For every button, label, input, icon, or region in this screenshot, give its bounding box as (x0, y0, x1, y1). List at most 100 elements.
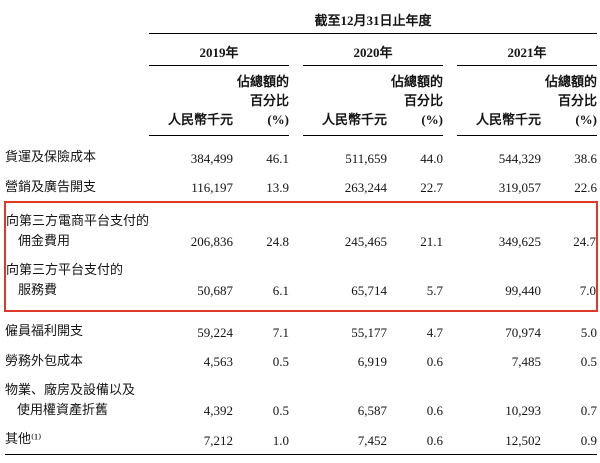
table-header: 截至12月31日止年度 2019年 2020年 2021年 人民幣千元 佔總額的… (5, 8, 598, 136)
pct-cell: 24.7 (573, 234, 597, 250)
table-row-employee-benefits: 僱員福利開支 59,224 7.1 55,177 4.7 70,974 5.0 (5, 311, 597, 346)
pct-cell: 0.5 (272, 403, 289, 419)
pct-cell: 5.0 (580, 324, 598, 340)
table-row-marketing-advertising: 營銷及廣告開支 116,197 13.9 263,244 22.7 319,05… (5, 172, 597, 203)
year-header-2019: 2019年 (149, 33, 289, 66)
pct-cell: 0.6 (426, 432, 443, 448)
column-gap (443, 34, 457, 66)
year-header-2021: 2021年 (457, 33, 598, 66)
column-gap (289, 375, 303, 424)
table-row-depreciation: 物業、廠房及設備以及 使用權資產折舊 4,392 0.5 6,587 0.6 1… (5, 375, 597, 424)
pct-cell: 22.6 (574, 180, 598, 196)
table-footer: 總計 833,610 100.0 1,162,217 100.0 1,413,7… (5, 453, 598, 463)
table-body-top: 貨運及保險成本 384,499 46.1 511,659 44.0 544,32… (5, 135, 597, 202)
amount-column-header: 人民幣千元 (457, 65, 541, 136)
row-label: 僱員福利開支 (5, 323, 84, 339)
column-gap (443, 135, 457, 172)
column-gap (443, 255, 457, 311)
pct-cell: 0.5 (272, 354, 289, 370)
row-label: 其他⁽¹⁾ (5, 431, 42, 447)
amount-cell: 4,563 (203, 354, 233, 370)
percent-column-header: 佔總額的 百分比(%) (387, 65, 443, 136)
total-row: 總計 833,610 100.0 1,162,217 100.0 1,413,7… (5, 453, 598, 463)
amount-cell: 59,224 (197, 324, 233, 340)
amount-cell: 70,974 (505, 324, 541, 340)
percent-column-header: 佔總額的 百分比(%) (233, 65, 289, 136)
year-header-2020: 2020年 (303, 33, 443, 66)
pct-cell: 5.7 (426, 283, 443, 299)
table-row-freight-insurance: 貨運及保險成本 384,499 46.1 511,659 44.0 544,32… (5, 135, 597, 172)
amount-cell: 206,836 (190, 234, 233, 250)
amount-cell: 50,687 (197, 283, 233, 299)
amount-cell: 349,625 (498, 234, 541, 250)
total-amount-cell: 1,413,705 (457, 453, 541, 463)
amount-cell: 55,177 (351, 324, 387, 340)
amount-cell: 245,465 (344, 234, 387, 250)
pct-cell: 7.1 (272, 324, 289, 340)
pct-cell: 44.0 (420, 150, 443, 166)
table-row-others: 其他⁽¹⁾ 7,212 1.0 7,452 0.6 12,502 0.9 (5, 424, 597, 454)
column-gap (289, 424, 303, 454)
period-header-row: 截至12月31日止年度 (5, 8, 598, 34)
cost-breakdown-table: 截至12月31日止年度 2019年 2020年 2021年 人民幣千元 佔總額的… (4, 8, 598, 463)
pct-cell: 0.6 (426, 354, 443, 370)
table-row-ecommerce-commission: 向第三方電商平台支付的 佣金費用 206,836 24.8 245,465 21… (5, 202, 597, 255)
column-gap (443, 202, 457, 255)
pct-cell: 7.0 (579, 283, 597, 299)
column-gap (289, 135, 303, 172)
amount-column-header: 人民幣千元 (303, 65, 387, 136)
amount-cell: 511,659 (345, 150, 387, 166)
amount-cell: 4,392 (203, 403, 233, 419)
amount-cell: 319,057 (498, 180, 541, 196)
column-gap (289, 34, 303, 66)
column-gap (443, 453, 457, 463)
pct-cell: 0.9 (580, 432, 598, 448)
amount-cell: 384,499 (190, 150, 233, 166)
column-gap (289, 453, 303, 463)
amount-cell: 6,919 (357, 354, 387, 370)
pct-cell: 0.5 (580, 354, 598, 370)
amount-cell: 12,502 (505, 432, 541, 448)
pct-cell: 0.6 (426, 403, 443, 419)
row-label: 貨運及保險成本 (5, 149, 97, 165)
column-gap (443, 311, 457, 346)
amount-cell: 7,212 (203, 432, 233, 448)
row-label: 向第三方電商平台支付的 佣金費用 (6, 213, 150, 248)
pct-cell: 4.7 (426, 324, 443, 340)
total-amount-cell: 833,610 (149, 453, 233, 463)
column-header-row: 人民幣千元 佔總額的 百分比(%) 人民幣千元 佔總額的 百分比(%) 人民幣千… (5, 65, 598, 136)
amount-cell: 116,197 (191, 180, 233, 196)
year-header-row: 2019年 2020年 2021年 (5, 33, 598, 66)
amount-cell: 10,293 (505, 403, 541, 419)
table-row-thirdparty-service-fee: 向第三方平台支付的 服務費 50,687 6.1 65,714 5.7 99,4… (5, 255, 597, 311)
column-gap (289, 311, 303, 346)
pct-cell: 6.1 (272, 283, 289, 299)
column-gap (443, 172, 457, 203)
amount-cell: 263,244 (344, 180, 387, 196)
row-label: 物業、廠房及設備以及 使用權資產折舊 (5, 382, 136, 417)
column-gap (443, 375, 457, 424)
amount-cell: 544,329 (498, 150, 541, 166)
period-header: 截至12月31日止年度 (149, 8, 598, 34)
total-pct-cell: 100.0 (233, 453, 289, 463)
amount-cell: 65,714 (351, 283, 387, 299)
table-body-bottom: 僱員福利開支 59,224 7.1 55,177 4.7 70,974 5.0 … (5, 311, 597, 454)
pct-cell: 46.1 (266, 150, 289, 166)
amount-column-header: 人民幣千元 (149, 65, 233, 136)
table-row-labor-outsourcing: 勞務外包成本 4,563 0.5 6,919 0.6 7,485 0.5 (5, 346, 597, 376)
row-label: 勞務外包成本 (5, 352, 84, 368)
pct-cell: 24.8 (266, 234, 289, 250)
pct-cell: 21.1 (420, 234, 443, 250)
row-label: 營銷及廣告開支 (5, 178, 97, 194)
total-label: 總計 (5, 453, 149, 463)
column-gap (443, 346, 457, 376)
pct-cell: 1.0 (272, 432, 289, 448)
total-pct-cell: 100.0 (541, 453, 598, 463)
pct-cell: 22.7 (420, 180, 443, 196)
column-gap (289, 346, 303, 376)
percent-column-header: 佔總額的 百分比(%) (541, 65, 598, 136)
column-gap (443, 66, 457, 136)
empty-corner-cell (5, 8, 149, 34)
column-gap (289, 66, 303, 136)
amount-cell: 7,452 (357, 432, 387, 448)
